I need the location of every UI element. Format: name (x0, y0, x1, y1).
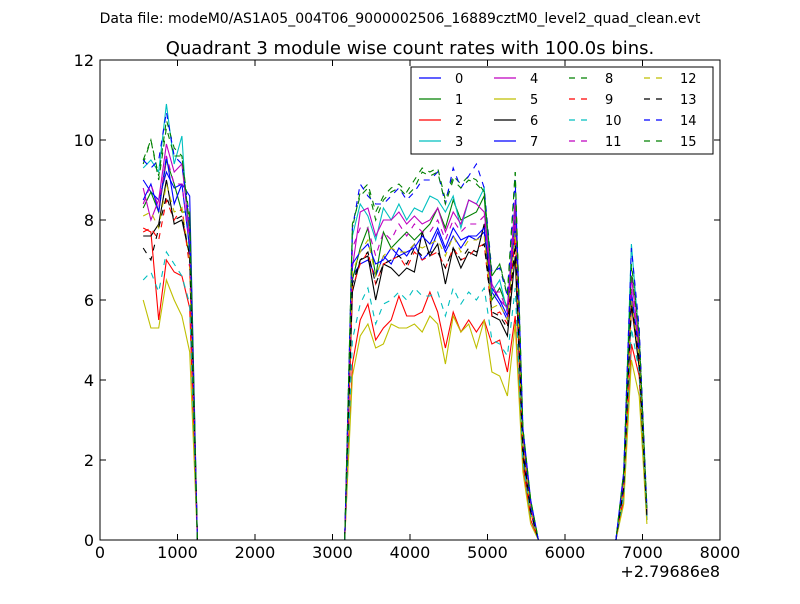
series-lines (142, 103, 648, 541)
x-tick-label: 8000 (700, 543, 741, 562)
legend-label-13: 13 (680, 93, 697, 108)
series-line-13 (142, 193, 648, 541)
series-line-6 (143, 179, 648, 541)
legend-label-3: 3 (455, 135, 463, 150)
x-tick-label: 1000 (157, 543, 198, 562)
x-offset-label: +2.79686e8 (620, 562, 720, 581)
legend-label-5: 5 (530, 93, 538, 108)
y-tick-label: 12 (74, 51, 94, 70)
series-line-15 (142, 127, 648, 541)
legend-label-15: 15 (680, 135, 697, 150)
legend-label-11: 11 (605, 135, 622, 150)
series-line-12 (142, 183, 648, 541)
series-line-8 (142, 119, 648, 541)
legend-label-6: 6 (530, 114, 538, 129)
series-line-4 (142, 143, 648, 541)
series-line-9 (142, 198, 648, 541)
series-line-1 (142, 159, 648, 541)
y-tick-label: 0 (84, 531, 94, 550)
x-tick-label: 7000 (622, 543, 663, 562)
legend-label-9: 9 (605, 93, 613, 108)
legend-label-10: 10 (605, 114, 622, 129)
y-tick-label: 6 (84, 291, 94, 310)
legend-label-8: 8 (605, 72, 613, 87)
legend-label-14: 14 (680, 114, 697, 129)
x-tick-label: 3000 (312, 543, 353, 562)
legend-label-2: 2 (455, 114, 463, 129)
x-tick-label: 0 (95, 543, 105, 562)
legend-label-0: 0 (455, 72, 463, 87)
series-line-0 (142, 170, 648, 541)
x-tick-label: 4000 (390, 543, 431, 562)
series-line-10 (142, 250, 648, 541)
y-tick-label: 4 (84, 371, 94, 390)
x-tick-label: 5000 (467, 543, 508, 562)
x-tick-label: 2000 (235, 543, 276, 562)
series-line-5 (142, 277, 648, 541)
data-file-suptitle: Data file: modeM0/AS1A05_004T06_90000025… (100, 11, 701, 27)
legend-box (410, 66, 714, 155)
legend-label-1: 1 (455, 93, 463, 108)
series-line-3 (142, 103, 648, 541)
series-line-7 (142, 155, 648, 541)
x-tick-label: 6000 (545, 543, 586, 562)
series-line-11 (142, 155, 648, 541)
legend-label-12: 12 (680, 72, 697, 87)
y-tick-label: 8 (84, 211, 94, 230)
legend-label-7: 7 (530, 135, 538, 150)
x-axis: 0 1000 2000 3000 4000 5000 6000 7000 8000 (95, 60, 740, 562)
y-tick-label: 10 (74, 131, 94, 150)
y-tick-label: 2 (84, 451, 94, 470)
legend-label-4: 4 (530, 72, 538, 87)
chart-title: Quadrant 3 module wise count rates with … (166, 38, 655, 59)
series-line-2 (142, 227, 648, 541)
